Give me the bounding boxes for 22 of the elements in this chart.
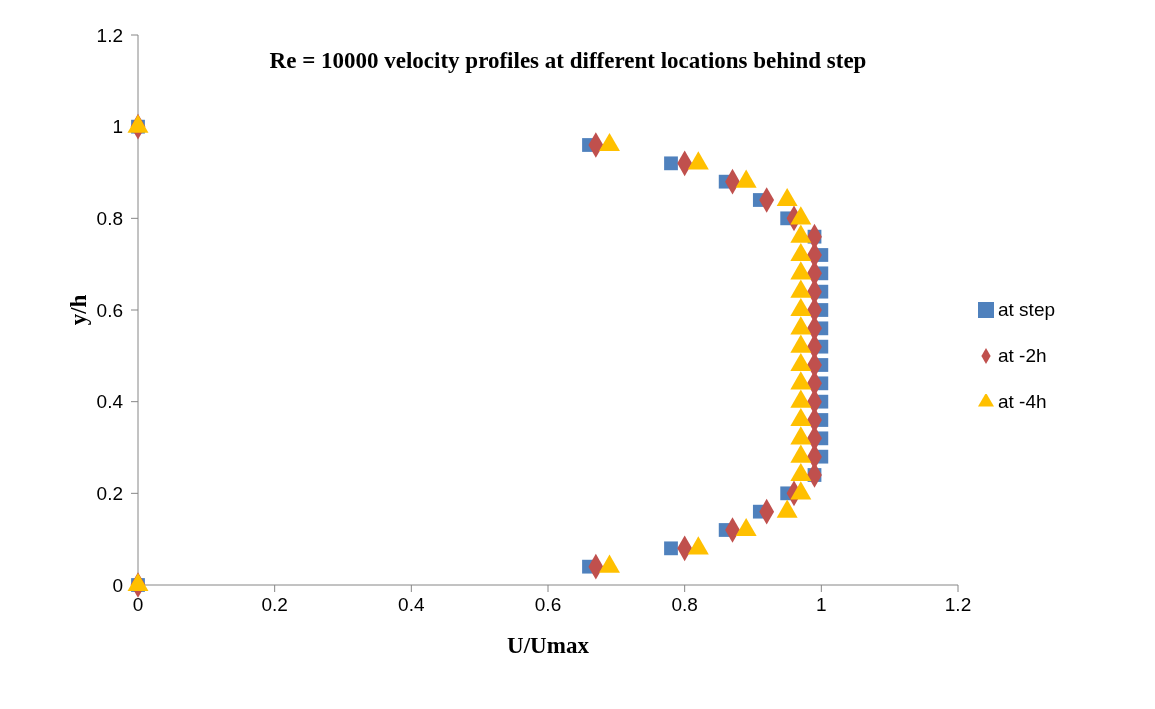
point (664, 541, 678, 556)
y-tick-label: 0.2 (96, 483, 123, 505)
x-tick-label: 0.8 (671, 594, 698, 616)
legend-label: at step (998, 298, 1056, 320)
x-axis-title: U/Umax (507, 633, 590, 658)
x-tick-label: 0.6 (534, 594, 562, 616)
y-tick-label: 0.8 (96, 208, 123, 230)
x-tick-label: 0.2 (261, 594, 288, 616)
text: Re = 10000 velocity profiles at different locations behind step (268, 48, 868, 74)
x-tick-label: 1.2 (944, 594, 972, 616)
y-tick-label: 0.4 (96, 391, 124, 413)
y-tick-label: 0 (112, 574, 123, 596)
legend-label: at -4h (998, 390, 1047, 412)
y-tick-label: 0.6 (96, 299, 123, 321)
y-tick-label: 1 (112, 116, 123, 138)
y-tick-label: 1.2 (96, 24, 123, 46)
x-tick-label: 0.4 (398, 594, 425, 616)
point (664, 156, 678, 171)
y-axis-title: y/h (66, 294, 92, 326)
legend-label: at -2h (998, 344, 1047, 366)
x-tick-label: 1 (816, 594, 827, 616)
x-tick-label: 0 (132, 594, 144, 616)
